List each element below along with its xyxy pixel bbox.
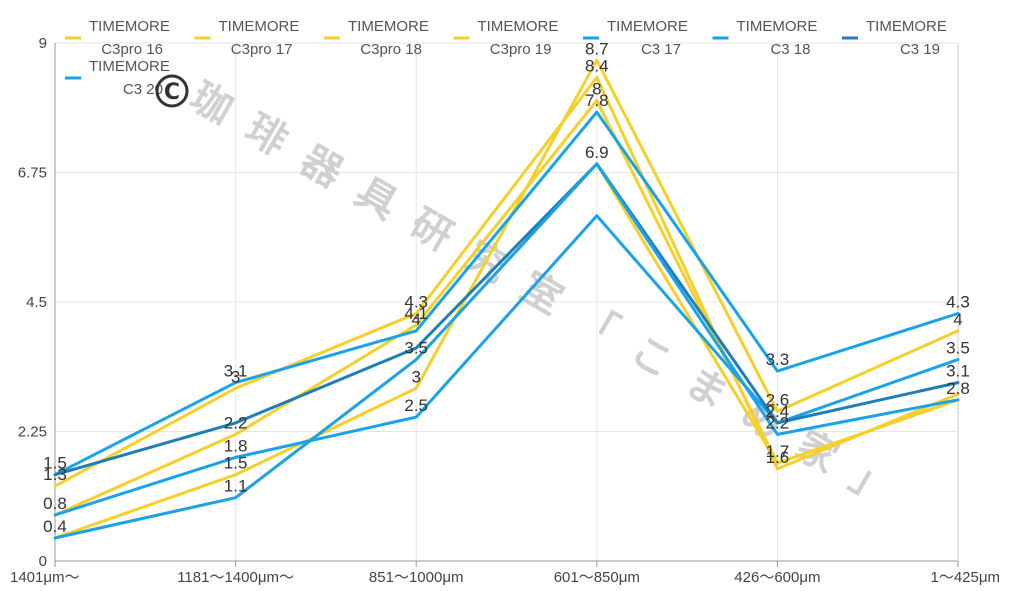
watermark-char: 琲	[238, 105, 296, 165]
legend-label: C3pro 19	[490, 41, 552, 58]
legend-label: C3 20	[123, 81, 163, 98]
data-label: 2.6	[766, 390, 790, 409]
legend-item[interactable]: TIMEMORE C3pro 19	[453, 18, 559, 58]
data-label: 8.4	[585, 57, 609, 76]
series-lines	[53, 58, 960, 540]
legend-label: C3 18	[770, 41, 810, 58]
data-label: 3.5	[404, 339, 428, 358]
series-line	[53, 162, 960, 477]
copyright-icon: C	[155, 74, 189, 108]
data-label: 3	[411, 367, 420, 386]
y-tick-label: 0	[39, 553, 47, 570]
series-line	[53, 214, 960, 517]
watermark-char: 研	[403, 200, 461, 260]
watermark-char: こ	[623, 327, 681, 387]
data-label: 0.4	[43, 517, 67, 536]
series-line	[53, 110, 960, 477]
legend-label: TIMEMORE	[219, 18, 300, 35]
data-label: 8	[592, 80, 601, 99]
copyright-letter: C	[164, 80, 180, 105]
data-label: 7.8	[585, 91, 609, 110]
data-label: 3	[231, 367, 240, 386]
legend-label: TIMEMORE	[89, 18, 170, 35]
grid-lines	[54, 42, 959, 562]
series-line	[53, 162, 960, 540]
legend-label: C3 17	[641, 41, 681, 58]
y-tick-label: 4.5	[26, 294, 47, 311]
data-label: 1.5	[43, 454, 67, 473]
data-label: 2.5	[404, 396, 428, 415]
y-tick-label: 2.25	[18, 424, 47, 441]
data-label: 2.4	[766, 402, 790, 421]
legend-label: TIMEMORE	[478, 18, 559, 35]
legend-label: C3pro 16	[101, 41, 163, 58]
legend-label: C3pro 17	[231, 41, 293, 58]
watermark-char: 「	[568, 295, 626, 355]
watermark-char: 室	[513, 264, 571, 324]
data-label: 4.1	[404, 304, 428, 323]
axes	[54, 43, 959, 567]
data-label: 3.3	[766, 350, 790, 369]
data-label: 1.6	[766, 448, 790, 467]
data-label: 1.3	[43, 465, 67, 484]
legend-item[interactable]: TIMEMORE C3pro 18	[324, 18, 429, 58]
data-label: 1.1	[224, 477, 248, 496]
data-label: 4	[953, 310, 962, 329]
legend-item[interactable]: TIMEMORE C3 17	[583, 18, 688, 58]
legend-label: TIMEMORE	[607, 18, 688, 35]
data-label: 1.5	[224, 454, 248, 473]
watermark-char: ま	[678, 359, 736, 419]
legend-item[interactable]: TIMEMORE C3pro 17	[194, 18, 300, 58]
y-tick-label: 9	[39, 35, 47, 52]
legend-label: TIMEMORE	[348, 18, 429, 35]
watermark-char: 」	[843, 454, 901, 514]
series-line	[53, 58, 960, 540]
data-label: 4.3	[946, 293, 970, 312]
x-tick-label: 1〜425μm	[930, 569, 1000, 586]
legend-label: TIMEMORE	[737, 18, 818, 35]
x-tick-label: 601〜850μm	[554, 569, 640, 586]
data-labels: 1.51.30.80.43.132.21.81.51.14.34.143.532…	[43, 39, 970, 536]
data-label: 6.9	[585, 143, 609, 162]
x-tick-label: 1401μm〜	[10, 569, 80, 586]
watermark-char: 器	[293, 137, 352, 197]
x-tick-label: 851〜1000μm	[369, 569, 464, 586]
legend-item[interactable]: TIMEMORE C3 18	[712, 18, 818, 58]
data-label: 1.8	[224, 436, 248, 455]
data-label: 4	[411, 310, 420, 329]
x-tick-label: 1181〜1400μm〜	[177, 569, 294, 586]
data-label: 3.1	[224, 362, 248, 381]
legend-label: C3pro 18	[360, 41, 422, 58]
watermark-char: 具	[348, 169, 406, 229]
copyright-circle	[155, 74, 189, 108]
legend-label: TIMEMORE	[89, 58, 170, 75]
data-label: 3.5	[946, 339, 970, 358]
legend-label: C3 19	[900, 41, 940, 58]
x-tick-label: 426〜600μm	[734, 569, 820, 586]
data-label: 8.7	[585, 39, 609, 58]
x-axis-ticks: 1401μm〜 1181〜1400μm〜 851〜1000μm 601〜850μm 42…	[10, 569, 1000, 586]
series-line	[53, 76, 960, 488]
legend-item[interactable]: TIMEMORE C3pro 16	[65, 18, 170, 58]
data-label: 0.8	[43, 494, 67, 513]
y-tick-label: 6.75	[18, 165, 47, 182]
data-label: 2.2	[766, 413, 790, 432]
watermark-char: 珈	[183, 74, 241, 134]
legend-item[interactable]: TIMEMORE C3 20	[65, 58, 170, 98]
data-label: 3.1	[946, 362, 970, 381]
legend-label: TIMEMORE	[866, 18, 947, 35]
data-label: 1.7	[766, 442, 790, 461]
data-label: 2.2	[224, 413, 248, 432]
data-label: 4.3	[404, 293, 428, 312]
data-label: 2.8	[946, 379, 970, 398]
y-axis-ticks: 0 2.25 4.5 6.75 9	[18, 35, 47, 570]
legend-item[interactable]: TIMEMORE C3 19	[842, 18, 947, 58]
